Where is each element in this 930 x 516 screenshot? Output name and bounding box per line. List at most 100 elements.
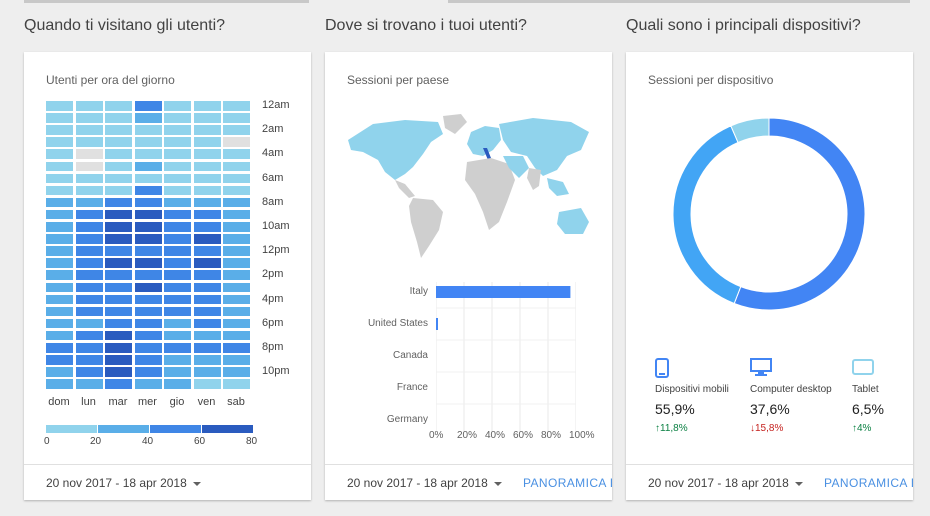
heatmap-cell	[105, 318, 132, 329]
heatmap-cell	[105, 149, 132, 159]
device-donut-chart	[673, 118, 865, 310]
heatmap-cell	[46, 330, 73, 341]
heatmap-cell	[75, 306, 103, 317]
heatmap-cell	[46, 270, 73, 280]
date-range-selector[interactable]: 20 nov 2017 - 18 apr 2018	[46, 476, 201, 490]
heatmap-cell	[75, 318, 103, 329]
heatmap-cell	[105, 343, 132, 353]
heatmap-cell	[75, 343, 103, 353]
section-title-devices: Quali sono i principali dispositivi?	[626, 17, 861, 34]
heatmap-cell	[105, 270, 132, 280]
date-range-label: 20 nov 2017 - 18 apr 2018	[347, 476, 488, 490]
heatmap-cell	[164, 149, 191, 159]
heatmap-cell	[46, 173, 73, 184]
heatmap-cell	[105, 113, 132, 123]
x-tick-label: 40%	[485, 430, 506, 441]
heatmap-cell	[105, 355, 132, 365]
heatmap-cell	[46, 318, 73, 329]
heatmap-cell	[46, 222, 73, 232]
chevron-down-icon	[493, 481, 502, 486]
heatmap-cell	[164, 379, 191, 389]
heatmap-cell	[164, 258, 191, 268]
device-percentage: 55,9%	[655, 401, 695, 417]
heatmap-cell	[134, 101, 162, 111]
heatmap-cell	[105, 306, 132, 317]
heatmap-cell	[46, 209, 73, 220]
color-scale-label: 20	[90, 436, 102, 447]
heatmap-cell	[46, 113, 73, 123]
country-label: United States	[367, 318, 428, 329]
heatmap-cell	[75, 125, 103, 135]
heatmap-cell	[75, 185, 103, 196]
heatmap-cell	[46, 258, 73, 268]
heatmap-cell	[134, 294, 162, 305]
heatmap-hour-label: 10am	[262, 220, 290, 232]
heatmap-cell	[75, 173, 103, 184]
heatmap-cell	[105, 234, 132, 244]
heatmap-cell	[223, 149, 250, 159]
heatmap-cell	[223, 379, 250, 389]
heatmap-cell	[134, 234, 162, 244]
heatmap-cell	[134, 137, 162, 147]
heatmap-cell	[164, 197, 191, 208]
heatmap-cell	[193, 209, 221, 220]
device-overview-link[interactable]: PANORAMICA DI	[824, 476, 913, 490]
heatmap-cell	[134, 246, 162, 256]
heatmap-cell	[75, 101, 103, 111]
card-footer: 20 nov 2017 - 18 apr 2018	[24, 464, 311, 500]
color-scale-label: 80	[246, 436, 258, 447]
country-bar	[436, 318, 438, 330]
heatmap-cell	[223, 294, 250, 305]
heatmap-cell	[105, 367, 132, 377]
date-range-selector[interactable]: 20 nov 2017 - 18 apr 2018	[648, 476, 803, 490]
location-overview-link[interactable]: PANORAMICA LO	[523, 476, 612, 490]
heatmap-hour-label: 4am	[262, 147, 284, 160]
heatmap-cell	[134, 258, 162, 268]
heatmap-cell	[223, 282, 250, 293]
heatmap-cell	[105, 101, 132, 111]
heatmap-cell	[46, 125, 73, 135]
heatmap-cell	[134, 318, 162, 329]
heatmap-cell	[223, 355, 250, 365]
top-divider	[24, 0, 309, 3]
card-title: Utenti per ora del giorno	[46, 73, 175, 87]
x-tick-label: 80%	[541, 430, 562, 441]
heatmap-cell	[223, 330, 250, 341]
heatmap-cell	[134, 197, 162, 208]
map-middle-east	[503, 156, 529, 178]
heatmap-cell	[193, 197, 221, 208]
heatmap-cell	[164, 101, 191, 111]
card-title: Sessioni per dispositivo	[648, 73, 774, 87]
heatmap-cell	[193, 137, 221, 147]
map-africa	[465, 158, 515, 230]
heatmap-cell	[105, 294, 132, 305]
heatmap-cell	[134, 330, 162, 341]
color-scale-label: 0	[44, 436, 50, 447]
heatmap-cell	[134, 343, 162, 353]
heatmap-cell	[223, 318, 250, 329]
sessions-by-device-card: Sessioni per dispositivo 20 nov 2017 - 1…	[626, 52, 913, 500]
heatmap-cell	[193, 282, 221, 293]
heatmap-cell	[46, 282, 73, 293]
date-range-selector[interactable]: 20 nov 2017 - 18 apr 2018	[347, 476, 502, 490]
heatmap-cell	[164, 222, 191, 232]
device-delta-value: 4%	[857, 423, 872, 434]
desktop-monitor-icon	[750, 358, 832, 378]
heatmap-cell	[193, 318, 221, 329]
heatmap-cell	[75, 246, 103, 256]
heatmap-cell	[223, 270, 250, 280]
heatmap-cell	[164, 137, 191, 147]
heatmap-cell	[75, 294, 103, 305]
heatmap-cell	[75, 222, 103, 232]
heatmap-cell	[193, 246, 221, 256]
heatmap-cell	[193, 330, 221, 341]
heatmap-cell	[75, 330, 103, 341]
heatmap-cell	[105, 379, 132, 389]
heatmap-hour-label: 8pm	[262, 341, 284, 353]
donut-slice	[730, 118, 770, 144]
heatmap-cell	[164, 234, 191, 244]
heatmap-cell	[75, 197, 103, 208]
heatmap-cell	[193, 185, 221, 196]
heatmap-cell	[105, 185, 132, 196]
heatmap-cell	[46, 355, 73, 365]
